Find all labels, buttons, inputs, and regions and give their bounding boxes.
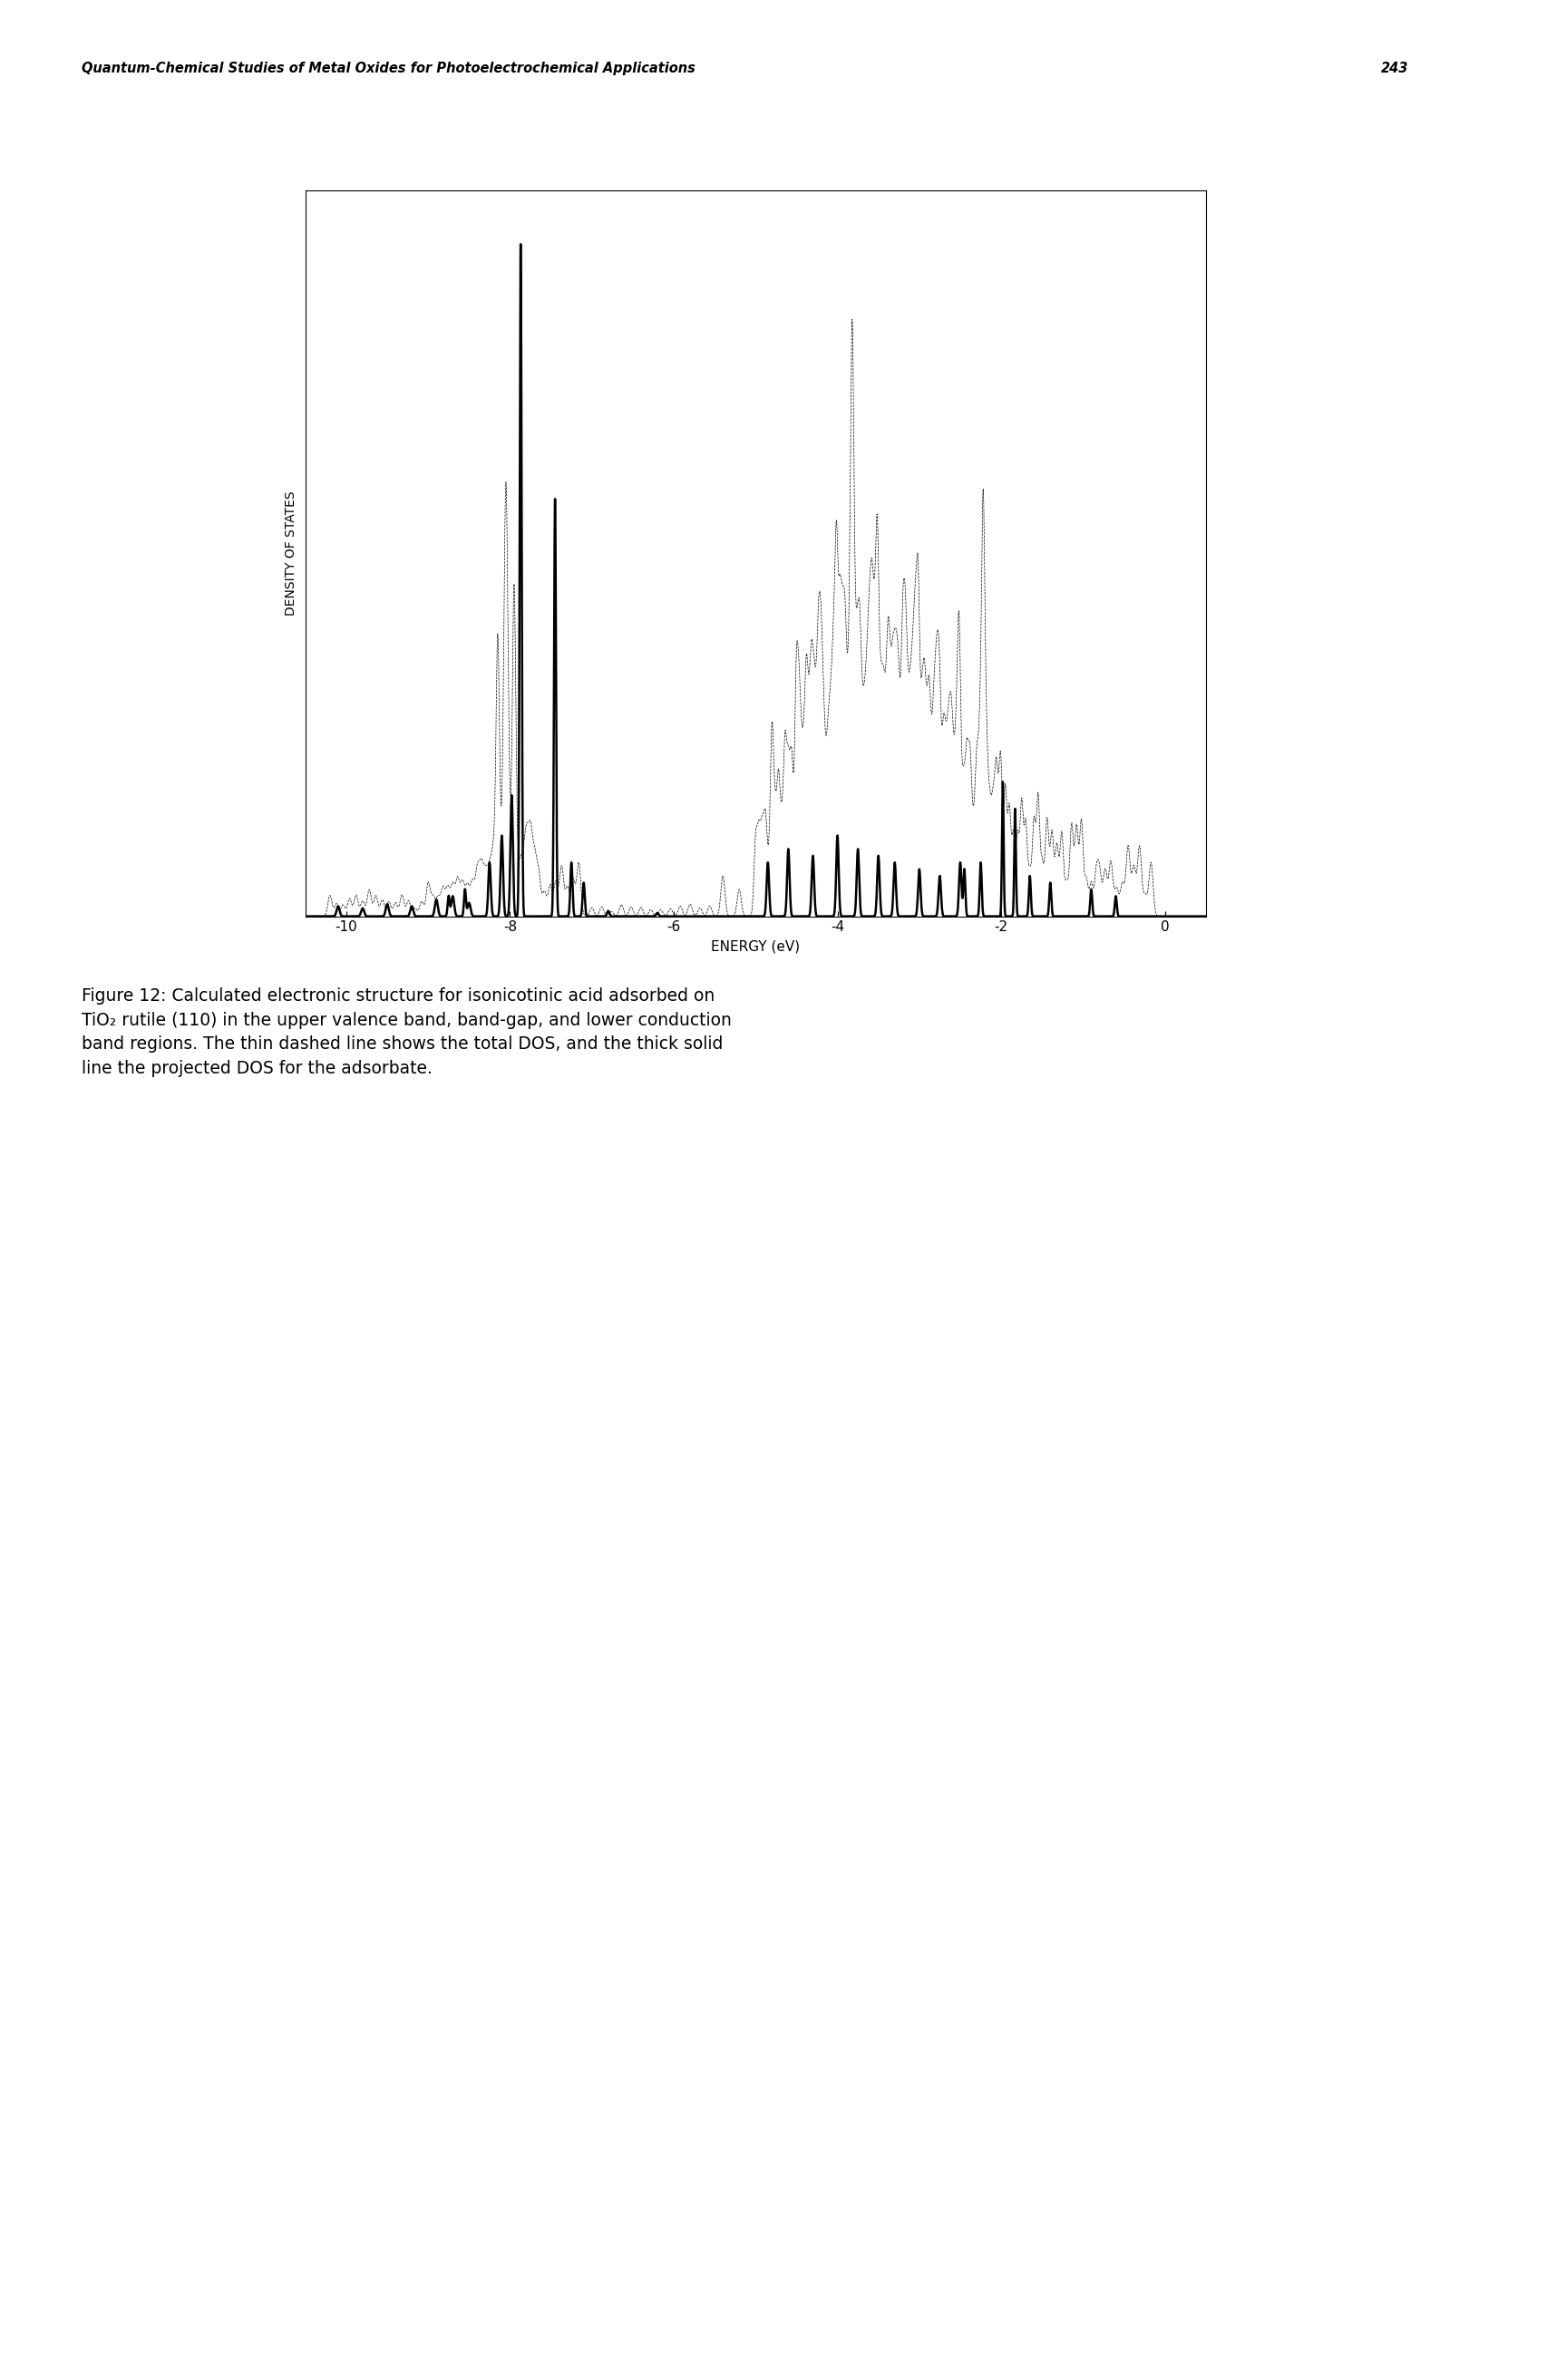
X-axis label: ENERGY (eV): ENERGY (eV) — [711, 940, 800, 952]
Text: 243: 243 — [1381, 62, 1409, 76]
Text: Figure 12: Calculated electronic structure for isonicotinic acid adsorbed on
TiO: Figure 12: Calculated electronic structu… — [81, 988, 731, 1078]
Y-axis label: DENSITY OF STATES: DENSITY OF STATES — [285, 490, 298, 616]
Text: Quantum-Chemical Studies of Metal Oxides for Photoelectrochemical Applications: Quantum-Chemical Studies of Metal Oxides… — [81, 62, 695, 76]
